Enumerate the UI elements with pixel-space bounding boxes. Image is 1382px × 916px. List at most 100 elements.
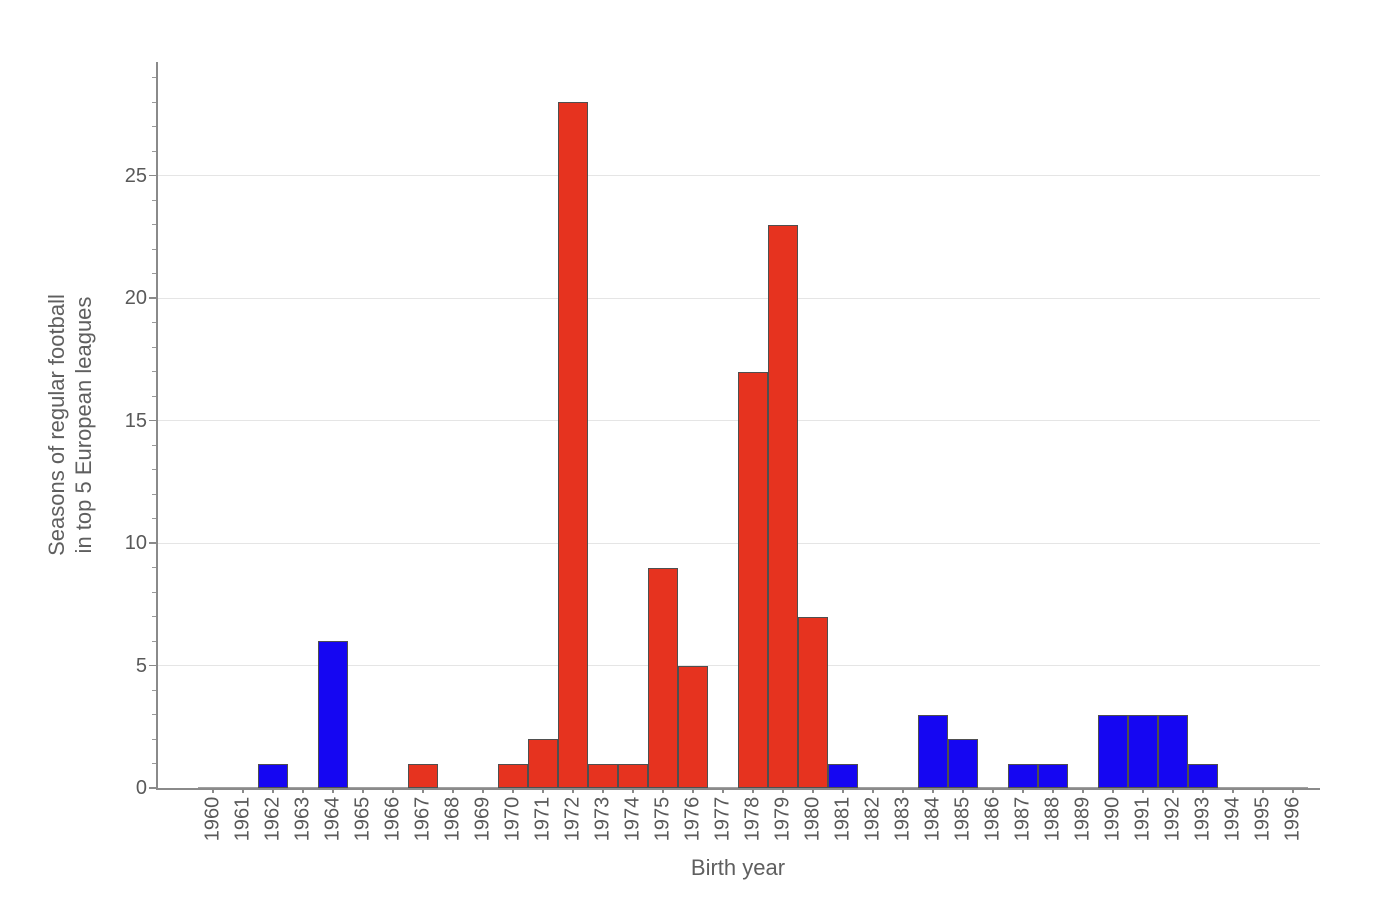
y-minor-tick-26 bbox=[152, 150, 156, 152]
x-tick-1976 bbox=[692, 788, 694, 793]
x-tick-1970 bbox=[512, 788, 514, 793]
zero-bin-1994 bbox=[1218, 787, 1248, 788]
bar-1971 bbox=[528, 739, 558, 788]
zero-bin-1982 bbox=[858, 787, 888, 788]
x-axis-title: Birth year bbox=[690, 855, 786, 880]
x-tick-1961 bbox=[242, 788, 244, 793]
y-minor-tick-12 bbox=[152, 493, 156, 495]
bar-1992 bbox=[1158, 714, 1188, 788]
x-tick-1965 bbox=[362, 788, 364, 793]
x-tick-label-1960: 1960 bbox=[201, 796, 224, 842]
y-tick-label-25: 25 bbox=[124, 164, 147, 187]
y-minor-tick-18 bbox=[152, 346, 156, 348]
bar-1975 bbox=[648, 567, 678, 788]
y-tick-label-5: 5 bbox=[135, 654, 147, 677]
x-tick-1979 bbox=[782, 788, 784, 793]
bar-1987 bbox=[1008, 763, 1038, 788]
bar-1984 bbox=[918, 714, 948, 788]
x-tick-label-1994: 1994 bbox=[1221, 796, 1244, 842]
y-minor-tick-11 bbox=[152, 518, 156, 519]
gridline-25 bbox=[157, 175, 1320, 176]
y-minor-tick-2 bbox=[152, 738, 156, 740]
bar-1988 bbox=[1038, 763, 1068, 788]
y-minor-tick-14 bbox=[152, 444, 156, 446]
zero-bin-1977 bbox=[708, 787, 738, 788]
y-tick-0 bbox=[149, 787, 156, 789]
y-minor-tick-8 bbox=[152, 591, 156, 593]
bar-1980 bbox=[798, 616, 828, 788]
y-minor-tick-29 bbox=[152, 77, 156, 78]
zero-bin-1966 bbox=[378, 787, 408, 788]
x-tick-1991 bbox=[1142, 788, 1144, 793]
bar-1962 bbox=[258, 763, 288, 788]
x-tick-label-1973: 1973 bbox=[591, 796, 614, 842]
x-tick-1968 bbox=[452, 788, 454, 793]
x-tick-label-1991: 1991 bbox=[1131, 796, 1154, 842]
x-tick-label-1967: 1967 bbox=[411, 796, 434, 842]
y-minor-tick-19 bbox=[152, 322, 156, 323]
y-minor-tick-6 bbox=[152, 640, 156, 642]
x-tick-1995 bbox=[1262, 788, 1264, 793]
y-axis-title: Seasons of regular football in top 5 Eur… bbox=[43, 294, 97, 556]
x-tick-label-1986: 1986 bbox=[981, 796, 1004, 842]
y-tick-15 bbox=[149, 419, 156, 422]
y-minor-tick-28 bbox=[152, 101, 156, 103]
zero-bin-1989 bbox=[1068, 787, 1098, 788]
bar-1981 bbox=[828, 763, 858, 788]
x-tick-label-1983: 1983 bbox=[891, 796, 914, 842]
x-tick-1996 bbox=[1292, 788, 1294, 793]
y-minor-tick-1 bbox=[152, 763, 156, 764]
y-tick-label-0: 0 bbox=[135, 777, 147, 799]
x-tick-1974 bbox=[632, 788, 634, 793]
y-tick-5 bbox=[149, 664, 156, 667]
zero-bin-1965 bbox=[348, 787, 378, 788]
x-tick-1982 bbox=[872, 788, 874, 793]
x-tick-1972 bbox=[572, 788, 574, 793]
plot-area: 0 5 10 15 20 25 1960 1961 1962 1963 1964 1965 1966 19… bbox=[125, 62, 1320, 841]
zero-bin-1963 bbox=[288, 787, 318, 788]
zero-bin-1960 bbox=[198, 787, 228, 788]
y-minor-tick-27 bbox=[152, 126, 156, 127]
bar-1967 bbox=[408, 763, 438, 788]
zero-bin-1969 bbox=[468, 787, 498, 788]
y-tick-label-10: 10 bbox=[124, 532, 147, 554]
x-tick-1984 bbox=[932, 788, 934, 793]
x-tick-label-1962: 1962 bbox=[261, 796, 284, 842]
x-tick-1975 bbox=[662, 788, 664, 793]
y-minor-tick-9 bbox=[152, 567, 156, 568]
x-tick-1981 bbox=[842, 788, 844, 793]
y-axis-line bbox=[156, 62, 158, 788]
x-tick-1992 bbox=[1172, 788, 1174, 793]
bar-1985 bbox=[948, 739, 978, 788]
y-tick-10 bbox=[149, 542, 156, 544]
x-tick-1967 bbox=[422, 788, 424, 793]
bar-1964 bbox=[318, 641, 348, 788]
y-minor-tick-16 bbox=[152, 395, 156, 397]
y-minor-tick-24 bbox=[152, 199, 156, 201]
y-axis-title-line1: Seasons of regular football bbox=[44, 294, 69, 556]
y-minor-tick-21 bbox=[152, 273, 156, 274]
zero-bin-1986 bbox=[978, 787, 1008, 788]
bar-1993 bbox=[1188, 763, 1218, 788]
y-minor-tick-13 bbox=[152, 469, 156, 470]
x-tick-label-1984: 1984 bbox=[921, 796, 944, 842]
bar-1978 bbox=[738, 371, 768, 788]
x-tick-label-1972: 1972 bbox=[561, 796, 584, 842]
x-tick-label-1987: 1987 bbox=[1011, 796, 1034, 842]
x-tick-1964 bbox=[332, 788, 334, 793]
x-tick-label-1961: 1961 bbox=[231, 796, 254, 842]
bar-1972 bbox=[558, 102, 588, 788]
x-tick-1988 bbox=[1052, 788, 1054, 793]
x-tick-1993 bbox=[1202, 788, 1204, 793]
y-tick-label-15: 15 bbox=[124, 409, 147, 432]
x-tick-label-1985: 1985 bbox=[951, 796, 974, 842]
bar-1973 bbox=[588, 763, 618, 788]
y-minor-tick-17 bbox=[152, 371, 156, 372]
x-tick-1973 bbox=[602, 788, 604, 793]
zero-bin-1968 bbox=[438, 787, 468, 788]
x-tick-1969 bbox=[482, 788, 484, 793]
x-tick-label-1979: 1979 bbox=[771, 796, 794, 842]
y-minor-tick-23 bbox=[152, 224, 156, 225]
x-tick-label-1963: 1963 bbox=[291, 796, 314, 842]
